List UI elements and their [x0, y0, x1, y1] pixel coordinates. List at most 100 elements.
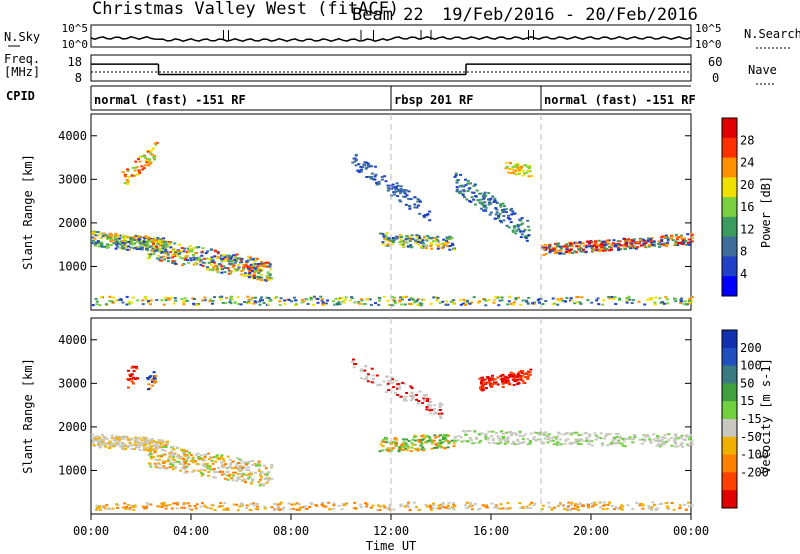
velocity-echo	[459, 436, 463, 439]
velocity-echo	[462, 430, 466, 433]
velocity-echo	[602, 504, 606, 507]
power-echo	[356, 169, 360, 172]
power-echo	[578, 301, 582, 304]
velocity-echo	[91, 436, 95, 439]
velocity-echo	[162, 446, 166, 448]
velocity-panel-frame	[90, 317, 692, 515]
velocity-echo	[391, 381, 395, 384]
velocity-echo	[95, 506, 99, 509]
power-echo	[562, 245, 566, 248]
velocity-echo	[324, 505, 328, 508]
power-echo	[416, 198, 420, 201]
velocity-echo	[148, 453, 152, 455]
power-echo	[387, 237, 391, 240]
power-echo	[152, 246, 156, 248]
velocity-echo	[158, 505, 162, 508]
velocity-echo	[416, 449, 420, 452]
power-echo	[399, 243, 403, 246]
velocity-echo	[416, 402, 420, 405]
power-echo	[197, 257, 201, 259]
power-echo	[210, 256, 214, 259]
power-echo	[452, 299, 456, 302]
velocity-echo	[223, 477, 227, 480]
velocity-echo	[466, 430, 470, 432]
power-echo	[519, 166, 523, 169]
velocity-echo	[365, 376, 369, 379]
power-echo	[507, 300, 511, 303]
velocity-echo	[376, 384, 380, 387]
velocity-echo	[425, 408, 429, 411]
power-echo	[183, 255, 187, 258]
velocity-echo	[514, 433, 518, 436]
power-echo	[448, 248, 452, 251]
power-y-tick-label: 2000	[58, 216, 87, 230]
velocity-echo	[186, 456, 190, 459]
velocity-echo	[483, 505, 487, 508]
power-echo	[669, 237, 673, 240]
power-echo	[479, 207, 483, 210]
velocity-echo	[482, 388, 485, 391]
power-echo	[137, 235, 140, 237]
power-echo	[368, 164, 371, 167]
velocity-echo	[138, 449, 142, 451]
power-echo	[638, 237, 642, 240]
velocity-echo	[228, 458, 232, 461]
power-echo	[392, 191, 396, 194]
velocity-colorbar-swatch	[722, 490, 737, 509]
power-echo	[445, 244, 449, 247]
velocity-echo	[130, 447, 134, 450]
velocity-echo	[407, 440, 411, 442]
velocity-echo	[588, 433, 592, 436]
velocity-echo	[147, 388, 150, 391]
velocity-echo	[252, 504, 256, 507]
velocity-echo	[239, 462, 243, 465]
power-echo	[481, 203, 485, 206]
velocity-echo	[385, 441, 389, 444]
velocity-echo	[420, 442, 424, 445]
velocity-echo	[173, 459, 177, 462]
velocity-echo	[473, 430, 477, 433]
power-echo	[400, 303, 404, 306]
velocity-echo	[444, 439, 448, 442]
power-echo	[137, 158, 140, 160]
velocity-echo	[638, 438, 642, 441]
power-echo	[632, 247, 636, 249]
power-echo	[95, 241, 98, 244]
power-echo	[268, 299, 272, 302]
velocity-echo	[158, 458, 161, 461]
velocity-echo	[525, 507, 529, 509]
power-echo	[121, 171, 125, 174]
freq-left-tick-bottom: 8	[75, 71, 82, 85]
power-echo	[386, 243, 390, 246]
velocity-echo	[228, 466, 231, 469]
velocity-echo	[238, 466, 242, 469]
velocity-echo	[201, 459, 205, 462]
velocity-echo	[238, 505, 242, 508]
velocity-echo	[382, 380, 386, 383]
power-echo	[336, 303, 340, 306]
power-echo	[153, 158, 156, 161]
power-echo	[407, 298, 411, 301]
power-echo	[242, 268, 245, 271]
power-echo	[180, 264, 184, 267]
cpid-segment-label: rbsp 201 RF	[394, 93, 473, 107]
power-echo	[399, 189, 403, 192]
velocity-echo	[197, 457, 201, 460]
velocity-echo	[392, 508, 396, 511]
power-echo	[430, 237, 434, 240]
power-echo	[630, 245, 634, 248]
power-echo	[579, 242, 583, 245]
power-echo	[149, 149, 153, 152]
power-echo	[636, 246, 639, 249]
velocity-echo	[392, 440, 396, 443]
velocity-echo	[627, 438, 630, 440]
power-echo	[248, 272, 252, 274]
power-echo	[593, 248, 597, 251]
velocity-echo	[151, 380, 154, 383]
power-echo	[168, 241, 172, 244]
velocity-echo	[557, 443, 561, 446]
power-echo	[651, 243, 655, 246]
power-echo	[476, 199, 480, 202]
velocity-echo	[209, 468, 213, 471]
velocity-echo	[446, 440, 450, 443]
